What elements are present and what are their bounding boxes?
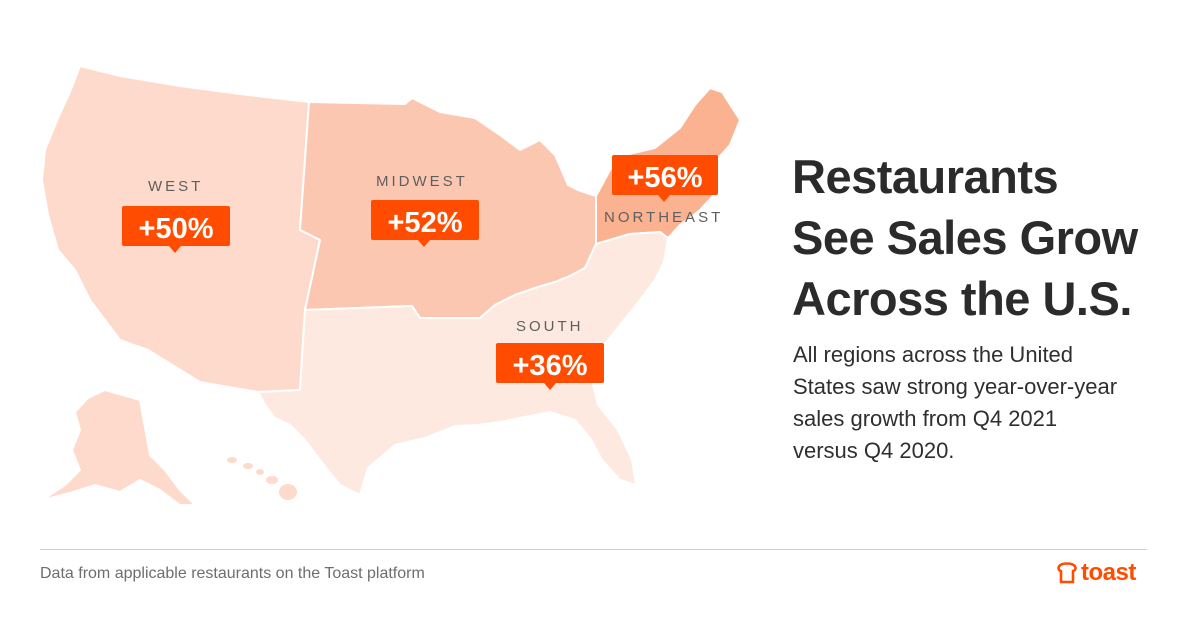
toast-wordmark: toast — [1081, 559, 1136, 586]
source-note: Data from applicable restaurants on the … — [40, 565, 425, 582]
description-line-4: versus Q4 2020. — [793, 438, 955, 463]
alaska-shape — [41, 389, 196, 506]
south-growth-badge: +36% — [496, 343, 604, 390]
us-regions-map: WEST MIDWEST NORTHEAST SOUTH +50% +52% +… — [41, 65, 741, 506]
description: All regions across the United States saw… — [793, 339, 1163, 467]
toast-logo: toast — [1057, 557, 1136, 589]
west-label: WEST — [148, 178, 203, 195]
south-label: SOUTH — [516, 318, 584, 335]
description-line-2: States saw strong year-over-year — [793, 374, 1118, 399]
west-growth-value: +50% — [139, 213, 214, 245]
south-growth-value: +36% — [513, 350, 588, 382]
hawaii-shape — [227, 457, 297, 500]
headline-line-1: Restaurants — [792, 150, 1059, 203]
description-line-3: sales growth from Q4 2021 — [793, 406, 1058, 431]
headline-line-2: See Sales Grow — [792, 211, 1138, 264]
northeast-growth-value: +56% — [628, 162, 703, 194]
midwest-growth-value: +52% — [388, 207, 463, 239]
northeast-growth-badge: +56% — [612, 155, 718, 202]
west-growth-badge: +50% — [122, 206, 230, 253]
headline: Restaurants See Sales Grow Across the U.… — [792, 146, 1172, 329]
midwest-growth-badge: +52% — [371, 200, 479, 247]
region-south — [257, 231, 669, 496]
description-line-1: All regions across the United — [793, 342, 1074, 367]
headline-line-3: Across the U.S. — [792, 272, 1132, 325]
midwest-label: MIDWEST — [376, 173, 468, 190]
footer-divider — [40, 549, 1147, 550]
northeast-label: NORTHEAST — [604, 209, 723, 226]
toast-bread-icon — [1057, 562, 1077, 584]
